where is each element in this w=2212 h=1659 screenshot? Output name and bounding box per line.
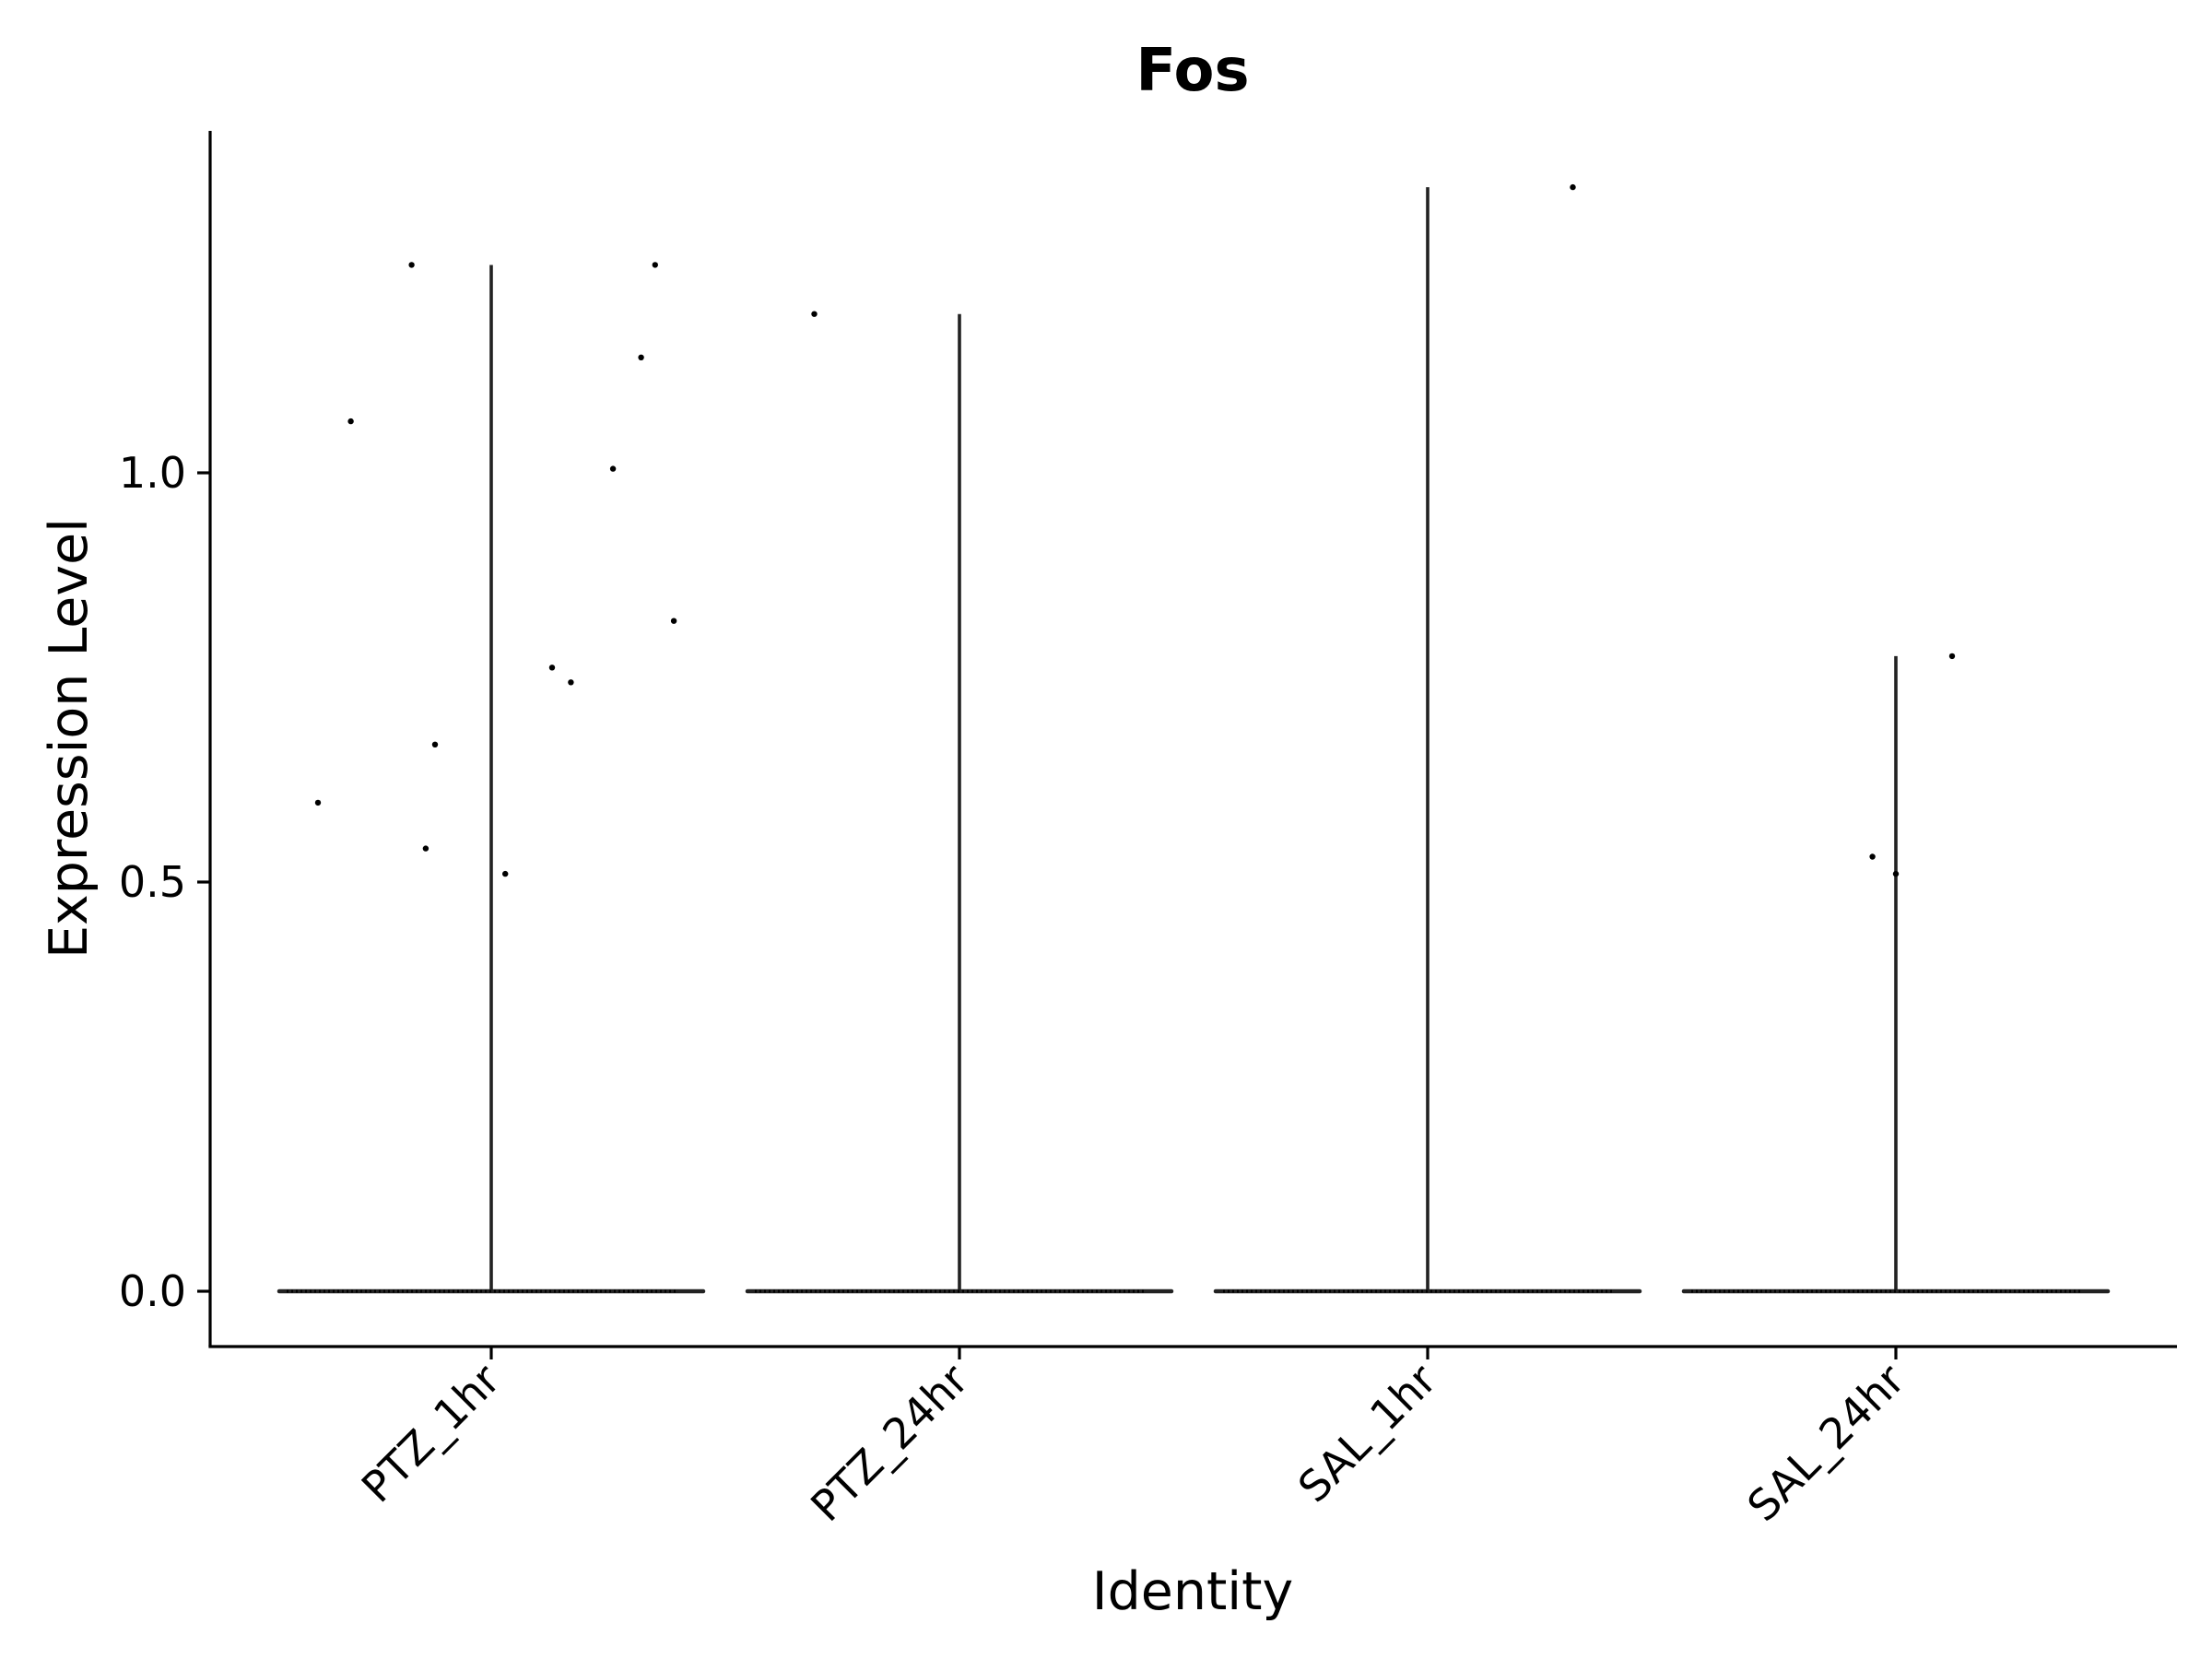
data-point	[568, 679, 574, 686]
x-tick-label: SAL_1hr	[1288, 1355, 1446, 1512]
data-point	[1948, 653, 1956, 660]
violin-PTZ_24hr	[745, 313, 1174, 1294]
x-tick-label: SAL_24hr	[1737, 1355, 1914, 1532]
data-point	[422, 845, 429, 852]
data-point	[811, 311, 818, 317]
x-axis-title: Identity	[1092, 1561, 1293, 1622]
data-point	[638, 354, 644, 360]
data-point	[431, 741, 439, 747]
y-axis-title: Expression Level	[39, 518, 100, 959]
data-point	[1892, 870, 1900, 877]
data-point	[314, 799, 322, 806]
data-point	[1570, 183, 1576, 191]
y-tick-label: 0.0	[119, 1266, 186, 1316]
violin-SAL_24hr	[1681, 655, 2111, 1294]
x-tick-label: PTZ_1hr	[352, 1355, 510, 1512]
data-point	[1869, 853, 1876, 860]
y-tick-label: 1.0	[119, 448, 186, 498]
y-tick-label: 0.5	[119, 857, 186, 907]
chart-title: Fos	[1135, 37, 1249, 105]
data-point	[652, 262, 658, 268]
data-point	[670, 618, 677, 624]
x-tick-label: PTZ_24hr	[801, 1355, 978, 1532]
violin-PTZ_1hr	[276, 265, 706, 1294]
data-point	[347, 418, 354, 425]
plot-area	[276, 183, 2111, 1294]
data-point	[502, 870, 509, 877]
x-axis-ticks: PTZ_1hr PTZ_24hr SAL_1hr SAL_24hr	[352, 1347, 1914, 1531]
data-point	[408, 262, 415, 268]
violin-SAL_1hr	[1213, 187, 1642, 1294]
data-point	[609, 465, 617, 472]
data-point	[548, 665, 556, 671]
y-axis-ticks: 0.0 0.5 1.0	[119, 448, 210, 1316]
